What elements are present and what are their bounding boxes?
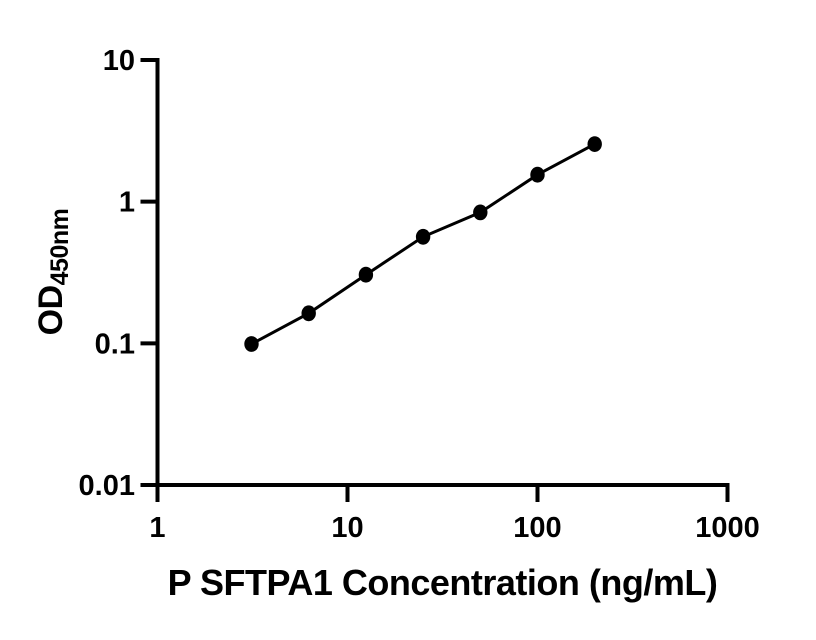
axes: 1 10 100 1000 10 1 0.1 0.01 [79,45,760,544]
y-tick-label-10: 10 [103,45,135,77]
x-axis-title: P SFTPA1 Concentration (ng/mL) [168,562,718,603]
y-tick-label-1: 1 [119,187,135,219]
x-tick-label-1: 1 [149,512,165,544]
y-tick-label-0.1: 0.1 [95,328,135,360]
data-point-3 [358,266,374,283]
data-point-4 [415,228,431,245]
data-point-6 [530,166,545,183]
y-tick-label-0.01: 0.01 [79,470,135,502]
x-tick-label-1000: 1000 [695,512,760,544]
x-tick-label-10: 10 [331,512,363,544]
y-axis-title-subscript: 450nm [46,209,74,286]
y-axis-title-main: OD [32,285,70,335]
x-tick-label-100: 100 [513,512,561,544]
y-axis-title: OD450nm [32,209,74,336]
data-point-2 [301,305,316,322]
data-point-1 [244,336,259,352]
data-point-5 [473,204,488,221]
data-point-7 [587,136,602,153]
series-standard-curve [244,136,602,352]
